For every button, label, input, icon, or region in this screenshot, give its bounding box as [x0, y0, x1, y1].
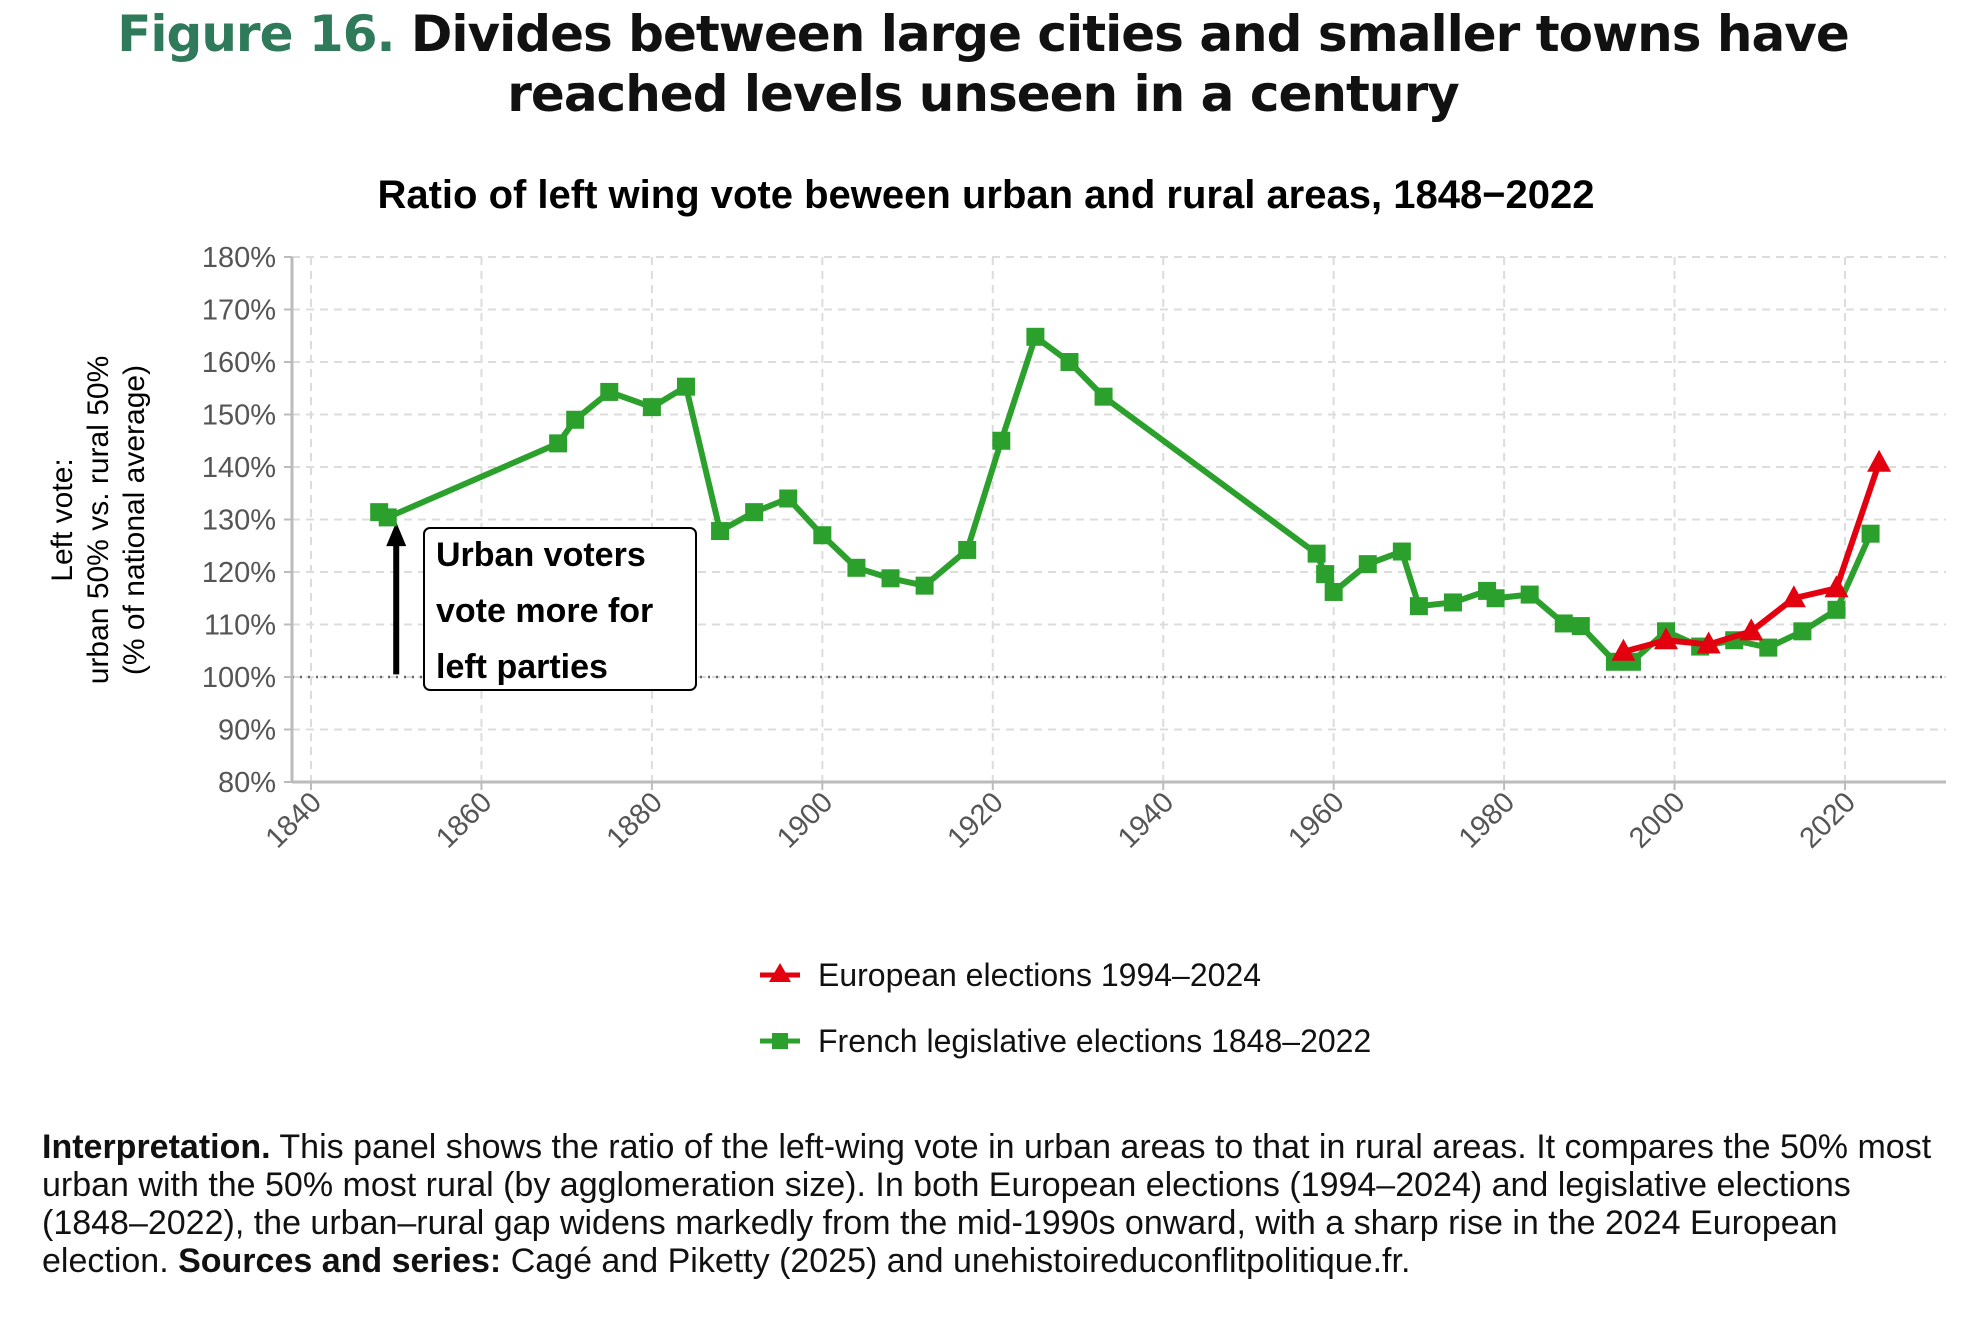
- legend: European elections 1994–2024 French legi…: [760, 957, 1371, 1059]
- data-point: [1026, 327, 1045, 346]
- data-point: [1554, 614, 1573, 633]
- y-tick-label: 150%: [202, 400, 276, 432]
- series: [370, 327, 1892, 671]
- data-point: [813, 526, 832, 545]
- data-point: [1824, 575, 1849, 598]
- y-tick-label: 160%: [202, 347, 276, 379]
- y-tick-label: 90%: [218, 715, 276, 747]
- y-tick-label: 100%: [202, 662, 276, 694]
- data-point: [992, 431, 1011, 450]
- data-point: [378, 508, 397, 527]
- x-tick-label: 1880: [601, 786, 669, 854]
- data-point: [711, 522, 730, 541]
- y-axis-label-line-3: (% of national average): [118, 365, 151, 675]
- data-point: [1358, 555, 1377, 574]
- data-point: [1307, 544, 1326, 563]
- data-point: [1094, 387, 1113, 406]
- data-point: [1793, 622, 1812, 641]
- y-axis-label-line-1: Left vote:: [46, 458, 79, 581]
- y-tick-label: 80%: [218, 767, 276, 799]
- data-point: [1611, 638, 1636, 661]
- sources-label: Sources and series:: [178, 1242, 502, 1280]
- y-axis-label: Left vote: urban 50% vs. rural 50% (% of…: [46, 356, 151, 685]
- y-tick-label: 130%: [202, 505, 276, 537]
- data-point: [1739, 618, 1764, 641]
- series-european: [1611, 449, 1892, 661]
- y-tick-label: 110%: [204, 610, 276, 642]
- data-point: [600, 382, 619, 401]
- data-point: [1486, 589, 1505, 608]
- interpretation-text: This panel shows the ratio of the left-w…: [42, 1128, 1932, 1280]
- data-point: [1867, 449, 1892, 472]
- data-point: [566, 410, 585, 429]
- data-point: [1654, 627, 1679, 650]
- data-point: [1324, 582, 1343, 601]
- figure-title: Figure 16. Divides between large cities …: [0, 4, 1966, 124]
- data-point: [1759, 638, 1778, 657]
- legend-label-legislative: French legislative elections 1848–2022: [818, 1023, 1371, 1059]
- data-point: [745, 503, 764, 522]
- figure-number: Figure 16.: [117, 5, 395, 63]
- y-tick-label: 170%: [202, 295, 276, 327]
- chart-title: Ratio of left wing vote beween urban and…: [377, 173, 1594, 217]
- legend-marker-triangle: [769, 963, 791, 982]
- annotation-line-2: vote more for: [436, 592, 653, 630]
- data-point: [549, 434, 568, 453]
- x-tick-label: 2000: [1623, 786, 1691, 854]
- y-tick-label: 140%: [202, 452, 276, 484]
- data-point: [1316, 565, 1335, 584]
- figure-title-text: Divides between large cities and smaller…: [410, 5, 1850, 123]
- x-tick-label: 1860: [430, 786, 498, 854]
- data-point: [676, 377, 695, 396]
- data-point: [847, 558, 866, 577]
- legend-item-legislative: French legislative elections 1848–2022: [760, 1023, 1371, 1059]
- annotation-arrowhead: [386, 522, 407, 547]
- y-tick-label: 120%: [202, 557, 276, 589]
- data-point: [642, 398, 661, 417]
- annotation: Urban voters vote more for left parties: [386, 522, 697, 691]
- grid: [292, 256, 1946, 783]
- series-legislative: [370, 327, 1880, 671]
- data-point: [958, 540, 977, 559]
- data-point: [779, 489, 798, 508]
- y-axis-label-line-2: urban 50% vs. rural 50%: [82, 356, 115, 685]
- data-point: [1060, 353, 1079, 371]
- legend-label-european: European elections 1994–2024: [818, 957, 1261, 993]
- data-point: [1781, 585, 1806, 608]
- x-tick-label: 1960: [1282, 786, 1350, 854]
- annotation-box: [423, 527, 697, 691]
- data-point: [1392, 542, 1411, 561]
- legend-item-european: European elections 1994–2024: [760, 957, 1261, 993]
- interpretation-label: Interpretation.: [42, 1128, 271, 1166]
- data-point: [1520, 585, 1539, 604]
- data-point: [1861, 524, 1880, 543]
- y-tick-label: 180%: [202, 242, 276, 274]
- annotation-line-1: Urban voters: [436, 536, 646, 574]
- legend-marker-square: [772, 1033, 788, 1049]
- data-point: [1443, 593, 1462, 612]
- data-point: [1696, 631, 1721, 654]
- x-tick-label: 1900: [771, 786, 839, 854]
- data-point: [1827, 600, 1846, 619]
- data-point: [915, 576, 934, 595]
- data-point: [881, 569, 900, 588]
- data-point: [1409, 597, 1428, 616]
- x-tick-label: 1940: [1112, 786, 1180, 854]
- data-point: [1571, 617, 1590, 636]
- x-tick-label: 1980: [1453, 786, 1521, 854]
- x-tick-label: 2020: [1794, 786, 1862, 854]
- x-tick-label: 1920: [941, 786, 1009, 854]
- interpretation-note: Interpretation. This panel shows the rat…: [42, 1128, 1942, 1280]
- annotation-line-3: left parties: [436, 648, 608, 686]
- line-chart: Ratio of left wing vote beween urban and…: [46, 173, 1946, 1059]
- sources-text: Cagé and Piketty (2025) and unehistoired…: [501, 1242, 1411, 1280]
